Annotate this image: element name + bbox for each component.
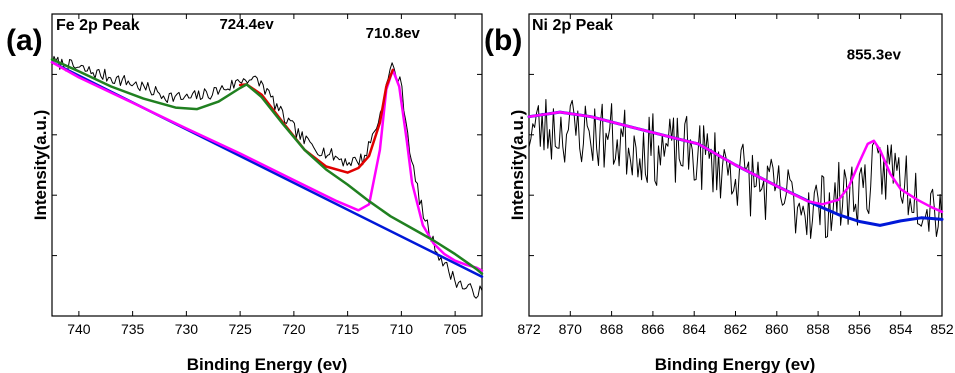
x-tick-label: 720 [282, 321, 306, 337]
panel-a-letter: (a) [6, 24, 43, 57]
panel-b-title: Ni 2p Peak [532, 17, 613, 34]
x-tick-label: 740 [67, 321, 91, 337]
x-tick-label: 725 [228, 321, 252, 337]
series-line-2 [527, 110, 944, 214]
panel-b-x-axis-label: Binding Energy (ev) [655, 355, 816, 373]
peak-label: 710.8ev [366, 25, 421, 42]
x-tick-label: 864 [683, 321, 707, 337]
panel-a-y-axis-label: Intensity(a.u.) [31, 110, 50, 221]
panel-a: 740 735 730 725 720 715 710 705 724.4ev710.8ev … [6, 13, 484, 373]
panel-b-series [527, 99, 944, 239]
x-tick-label: 852 [930, 321, 954, 337]
panel-b-ticks: 872 870 868 866 864 862 860 858 856 854 852 [517, 13, 954, 337]
panel-a-series [50, 55, 484, 299]
x-tick-label: 705 [443, 321, 467, 337]
peak-label: 855.3ev [847, 46, 902, 63]
series-line-1 [527, 110, 944, 227]
x-tick-label: 872 [517, 321, 541, 337]
x-tick-label: 870 [559, 321, 583, 337]
series-line-3 [238, 68, 395, 174]
x-tick-label: 860 [765, 321, 789, 337]
panel-a-title: Fe 2p Peak [56, 17, 140, 34]
x-tick-label: 710 [390, 321, 414, 337]
series-line-0 [51, 55, 483, 299]
x-tick-label: 730 [175, 321, 199, 337]
panel-a-plot-frame [51, 13, 483, 317]
peak-label: 724.4ev [219, 16, 274, 33]
x-tick-label: 866 [641, 321, 665, 337]
x-tick-label: 856 [848, 321, 872, 337]
x-tick-label: 862 [724, 321, 748, 337]
panel-b-annotations: 855.3ev [847, 46, 902, 63]
series-line-0 [528, 99, 943, 239]
x-tick-label: 735 [121, 321, 145, 337]
x-tick-label: 858 [806, 321, 830, 337]
panel-a-ticks: 740 735 730 725 720 715 710 705 [52, 13, 482, 337]
panel-b: 872 870 868 866 864 862 860 858 856 854 852 855.3e… [484, 13, 954, 373]
panel-b-letter: (b) [484, 24, 522, 57]
panel-a-annotations: 724.4ev 710.8ev [219, 16, 420, 42]
panel-b-y-axis-label: Intensity(a.u.) [508, 110, 527, 221]
series-line-4 [50, 58, 484, 275]
panel-a-x-axis-label: Binding Energy (ev) [187, 355, 348, 373]
x-tick-label: 868 [600, 321, 624, 337]
x-tick-label: 715 [336, 321, 360, 337]
x-tick-label: 854 [889, 321, 913, 337]
